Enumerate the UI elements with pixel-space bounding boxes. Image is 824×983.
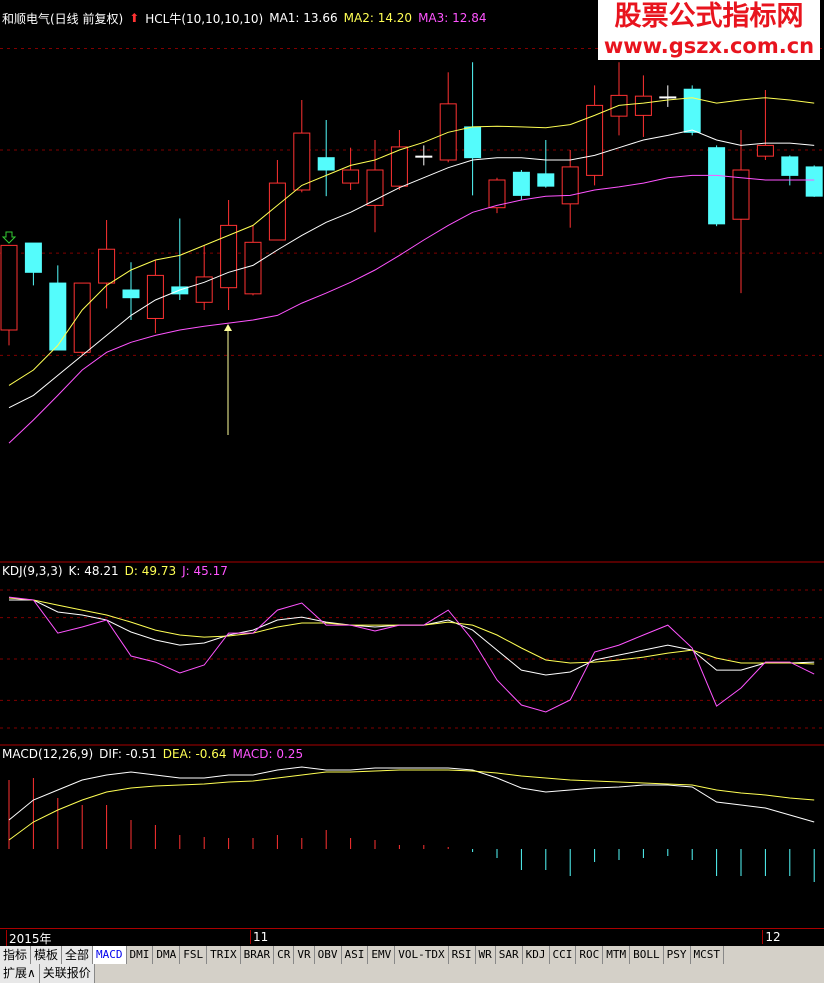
candle-body [586,104,604,176]
date-axis: 2015年 11 12 [0,928,824,947]
candle-body [683,88,701,133]
tab[interactable]: VOL-TDX [395,946,449,964]
candle-body [756,144,774,157]
candle-body [805,166,823,197]
indicator-name: HCL牛(10,10,10,10) [145,11,264,26]
legend-item: DEA: -0.64 [162,747,227,761]
bottom-tabs: 扩展∧ 关联报价 [0,964,824,983]
tab[interactable]: FSL [180,946,208,964]
legend: MA1: 13.66 MA2: 14.20 MA3: 12.84 [269,11,486,25]
legend: K: 48.21 D: 49.73 J: 45.17 [69,564,228,578]
tab[interactable]: KDJ [523,946,550,964]
tab[interactable]: CR [274,946,295,964]
candle-body [220,224,238,289]
candle-body [634,95,652,116]
legend-item: D: 49.73 [124,564,177,578]
candle-body [293,132,311,191]
candle-body [732,169,750,220]
legend-item: J: 45.17 [182,564,228,578]
tab[interactable]: CCI [550,946,577,964]
tab[interactable]: 模板 [31,946,63,964]
watermark-title: 股票公式指标网 [614,1,804,32]
candle-body [317,157,335,171]
tab[interactable]: ASI [342,946,369,964]
candle-body [98,248,116,284]
tab[interactable]: RSI [449,946,476,964]
candle-body [415,155,433,158]
tab[interactable]: MTM [603,946,631,964]
watermark: 股票公式指标网 www.gszx.com.cn [598,0,820,60]
candle-body [122,289,140,299]
tab[interactable]: MACD [93,946,127,964]
candle-body [537,173,555,187]
tab[interactable]: EMV [368,946,396,964]
tab[interactable]: BOLL [630,946,664,964]
watermark-url: www.gszx.com.cn [603,34,815,58]
tab[interactable]: ROC [576,946,604,964]
x-tick-label: 11 [250,930,268,944]
candle-body [512,171,530,196]
tab[interactable]: WR [476,946,496,964]
up-icon: ⬆ [129,11,140,25]
stock-name: 和顺电气(日线 前复权) [2,11,124,26]
tab[interactable]: 指标 [0,946,32,964]
series-line [8,97,815,386]
tab[interactable]: DMA [153,946,181,964]
legend-item: MA3: 12.84 [418,11,487,25]
tab[interactable]: 关联报价 [39,964,95,983]
candle-body [464,126,482,159]
legend-item: MA1: 13.66 [269,11,338,25]
candle-body [146,274,164,319]
tab[interactable]: 全部 [62,946,94,964]
signal-down-arrow [1,231,17,244]
kdj-header: KDJ(9,3,3) K: 48.21 D: 49.73 J: 45.17 [2,563,228,579]
legend-item: MACD: 0.25 [232,747,304,761]
candle-body [268,182,286,241]
panel-title: KDJ(9,3,3) [2,564,63,578]
legend-item: K: 48.21 [68,564,119,578]
macd-header: MACD(12,26,9) DIF: -0.51 DEA: -0.64 MACD:… [2,746,303,762]
price-header: 和顺电气(日线 前复权) ⬆ HCL牛(10,10,10,10) MA1: 13… [2,10,487,26]
candle-body [244,241,262,295]
series-line [8,174,815,444]
candle-body [195,276,213,303]
candle-body [561,166,579,205]
legend-item: DIF: -0.51 [99,747,157,761]
series-line [8,769,815,841]
legend: DIF: -0.51 DEA: -0.64 [99,747,226,761]
signal-arrow-head [224,324,232,331]
tab[interactable]: DMI [127,946,154,964]
candle-body [781,156,799,176]
series-line [8,129,815,409]
candle-body [366,169,384,206]
candle-body [0,244,18,331]
candle-body [73,282,91,353]
tab[interactable]: BRAR [241,946,275,964]
candle-body [342,169,360,184]
tab[interactable]: SAR [496,946,523,964]
x-tick-label: 2015年 [6,930,52,947]
series-line [9,599,815,676]
candle-body [488,179,506,209]
candle-body [24,242,42,273]
tab[interactable]: 扩展∧ [0,964,40,983]
candle-body [708,147,726,225]
tab[interactable]: PSY [664,946,691,964]
series-line [8,766,815,823]
x-tick-label: 12 [762,930,781,944]
tab[interactable]: VR [294,946,315,964]
tab[interactable]: OBV [315,946,342,964]
tab[interactable]: MCST [691,946,725,964]
indicator-tabs: 指标 模板 全部 MACD DMI DMA FSL TRIX BRAR CR VR OBV ASI EMV… [0,946,824,964]
candle-body [390,146,408,187]
panel-title: MACD(12,26,9) [2,747,94,761]
tab[interactable]: TRIX [207,946,241,964]
legend-item: MA2: 14.20 [343,11,413,25]
series-line [8,596,815,713]
candle-body [659,96,677,99]
candle-body [49,282,67,351]
